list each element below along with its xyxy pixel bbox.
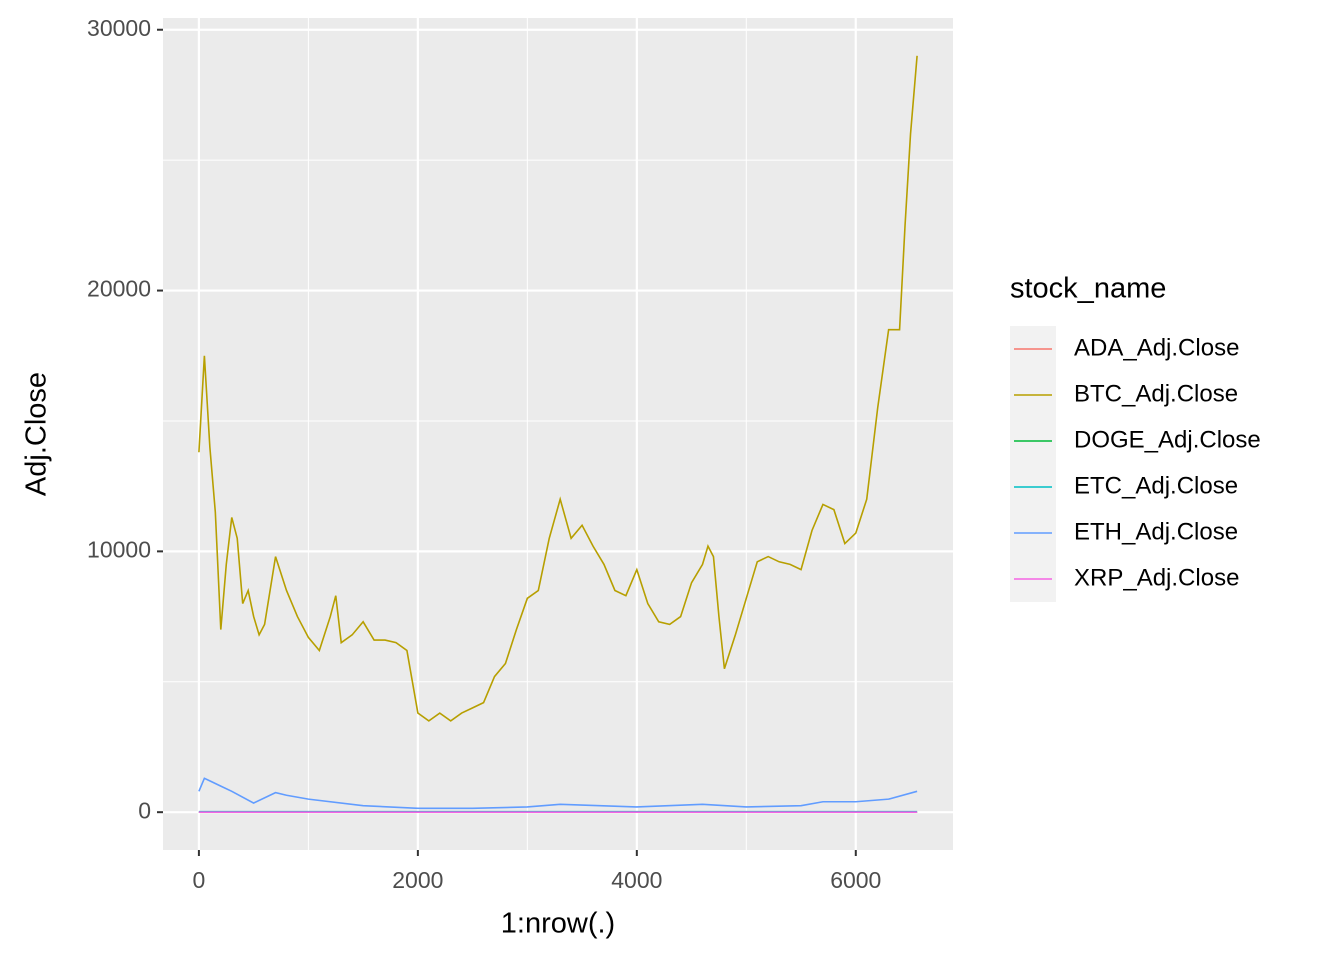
x-tick-label: 2000	[392, 867, 443, 893]
legend-label: DOGE_Adj.Close	[1074, 426, 1261, 453]
x-tick-label: 6000	[830, 867, 881, 893]
line	[198, 777, 918, 810]
x-axis-title: 1:nrow(.)	[501, 908, 615, 940]
y-tick-label: 30000	[87, 15, 151, 41]
legend-key-bg	[1010, 326, 1056, 602]
y-tick-label: 20000	[87, 276, 151, 302]
x-tick-label: 0	[193, 867, 206, 893]
legend-label: ADA_Adj.Close	[1074, 334, 1239, 361]
legend-title: stock_name	[1010, 273, 1166, 305]
y-tick-label: 0	[138, 797, 151, 823]
y-axis-title: Adj.Close	[21, 372, 53, 496]
line	[198, 55, 918, 722]
legend-label: ETC_Adj.Close	[1074, 472, 1238, 499]
x-tick-label: 4000	[611, 867, 662, 893]
legend-label: XRP_Adj.Close	[1074, 564, 1239, 591]
legend-label: ETH_Adj.Close	[1074, 518, 1238, 545]
panel	[163, 18, 953, 850]
y-tick-label: 10000	[87, 536, 151, 562]
legend-label: BTC_Adj.Close	[1074, 380, 1238, 407]
